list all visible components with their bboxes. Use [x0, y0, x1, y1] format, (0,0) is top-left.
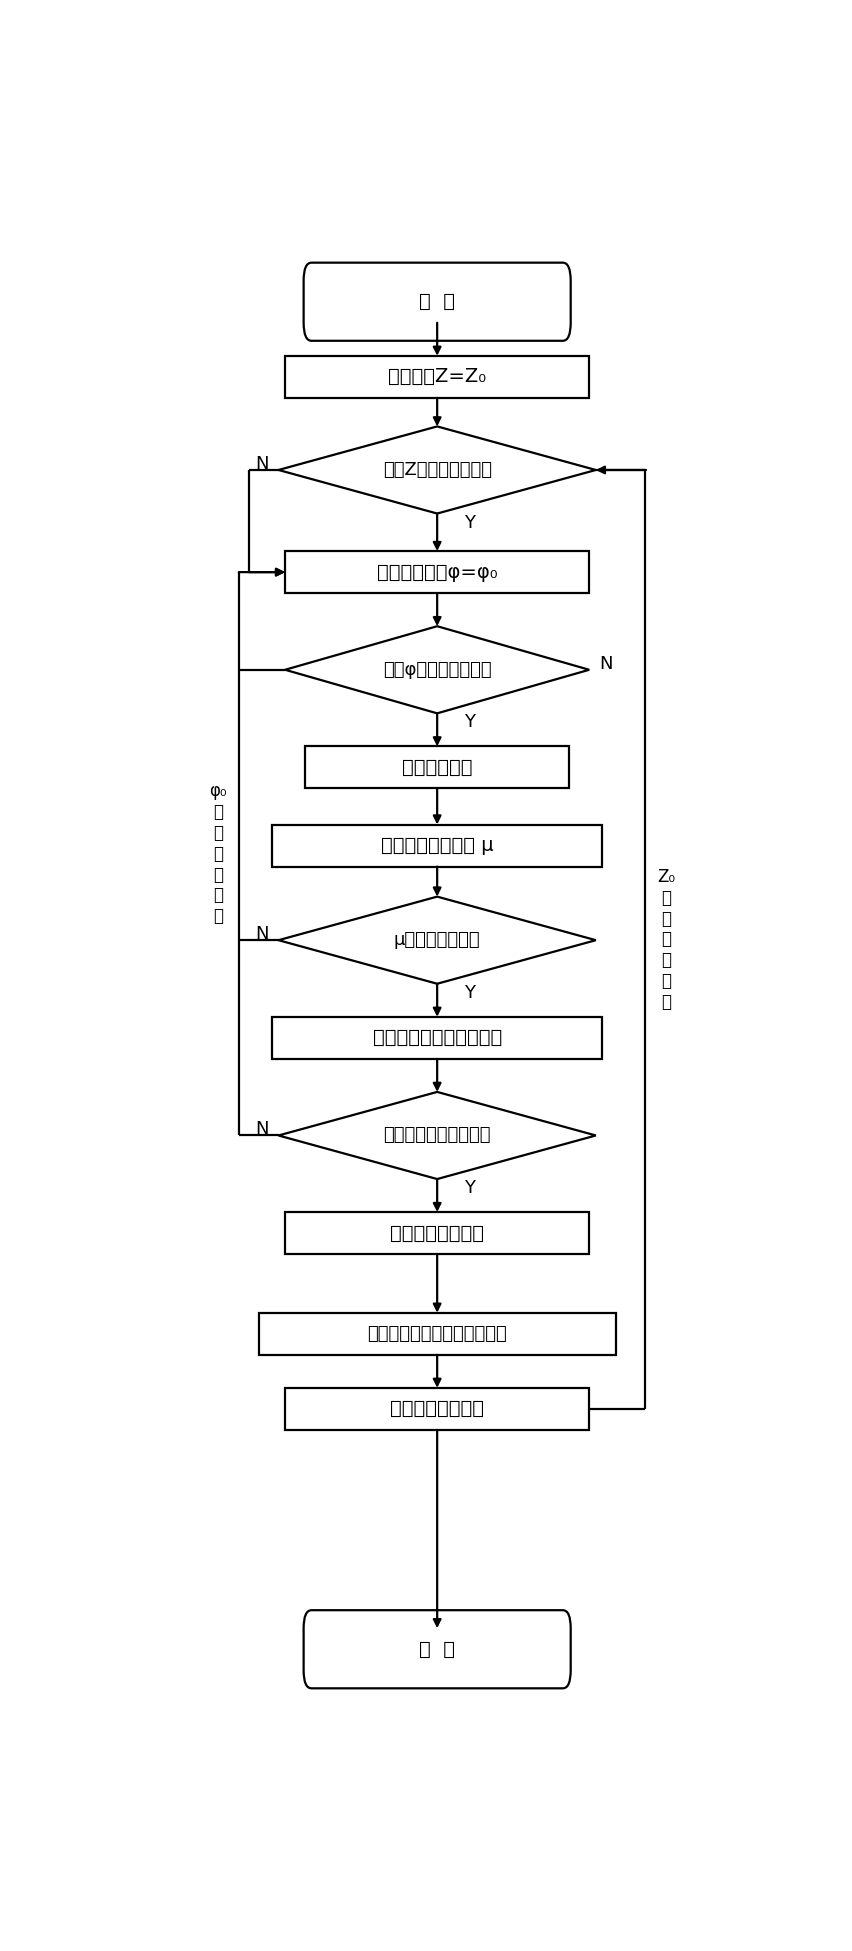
Polygon shape [285, 626, 589, 714]
Text: 代入啮合方程: 代入啮合方程 [401, 757, 472, 776]
Polygon shape [278, 897, 595, 983]
Text: 啮合部分工作齿廓点计算完成: 啮合部分工作齿廓点计算完成 [367, 1325, 506, 1342]
Bar [285, 550, 589, 593]
Bar [285, 355, 589, 398]
Text: 求解啮合点参变量 μ: 求解啮合点参变量 μ [380, 837, 493, 855]
Text: 截面Z是否满足要求？: 截面Z是否满足要求？ [383, 460, 491, 480]
Text: 开  始: 开 始 [418, 293, 455, 312]
Text: 转角φ是否满足要求？: 转角φ是否满足要求？ [383, 661, 491, 679]
Text: μ是否满足要求？: μ是否满足要求？ [394, 931, 480, 950]
Text: N: N [255, 925, 268, 942]
Text: 保存齿廓点坐标值: 保存齿廓点坐标值 [389, 1223, 484, 1243]
Bar [258, 1313, 615, 1354]
Bar [272, 1016, 602, 1059]
Polygon shape [278, 1093, 595, 1178]
Text: N: N [255, 455, 268, 472]
Text: 设定截面Z=Z₀: 设定截面Z=Z₀ [388, 367, 486, 386]
Text: N: N [255, 1120, 268, 1139]
Text: Z₀
增
加
一
个
步
长: Z₀ 增 加 一 个 步 长 [657, 868, 675, 1011]
Text: 设定齿扇转角φ=φ₀: 设定齿扇转角φ=φ₀ [377, 562, 497, 581]
Text: 齿廓点是否满足要求？: 齿廓点是否满足要求？ [383, 1126, 491, 1145]
Text: 结  束: 结 束 [418, 1639, 455, 1658]
Bar [305, 747, 568, 788]
Text: Y: Y [463, 714, 474, 732]
Bar [285, 1387, 589, 1430]
Text: 坐标变换得到齿廓点坐标: 坐标变换得到齿廓点坐标 [372, 1028, 501, 1048]
Text: Y: Y [463, 983, 474, 1001]
Text: φ₀
增
加
一
个
步
长: φ₀ 增 加 一 个 步 长 [209, 782, 227, 925]
Text: Y: Y [463, 1178, 474, 1198]
Bar [285, 1212, 589, 1254]
Text: 截面工作齿形完善: 截面工作齿形完善 [389, 1399, 484, 1418]
Text: Y: Y [463, 513, 474, 531]
FancyBboxPatch shape [303, 1610, 570, 1688]
Text: N: N [598, 656, 612, 673]
Polygon shape [278, 427, 595, 513]
Bar [272, 825, 602, 866]
FancyBboxPatch shape [303, 263, 570, 341]
